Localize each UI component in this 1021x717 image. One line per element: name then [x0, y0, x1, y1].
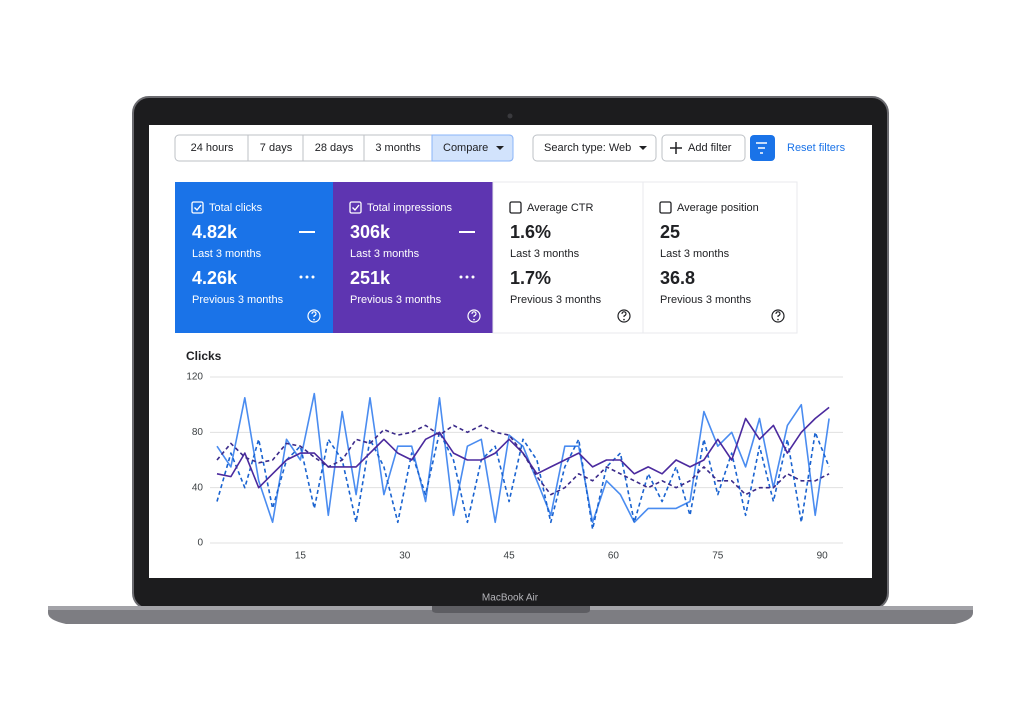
check-mark: [194, 204, 202, 212]
checkbox: [659, 201, 672, 214]
card-period: Last 3 months: [192, 248, 262, 260]
y-tick-label: 40: [192, 482, 204, 493]
card-value: 4.82k: [192, 222, 238, 242]
caret: [496, 146, 504, 150]
card-label: Average CTR: [527, 202, 593, 214]
card[interactable]: [492, 181, 644, 334]
add-filter-label[interactable]: Add filter: [688, 142, 732, 154]
base: [48, 606, 973, 624]
chart: 0 40 80 120 15 30 45 60 75 90: [186, 372, 843, 562]
card-prev-period: Previous 3 months: [192, 294, 284, 306]
help-glyph: [471, 311, 477, 317]
card-prev-value: 251k: [350, 268, 391, 288]
series-line: [216, 392, 830, 524]
dotted-legend: [299, 275, 303, 279]
y-tick-label: 80: [192, 427, 204, 438]
help-dot: [473, 318, 475, 321]
x-tick-label: 45: [504, 551, 516, 562]
dotted-legend: [471, 275, 475, 279]
plus-icon: [670, 142, 682, 154]
compare-button[interactable]: Compare: [443, 142, 488, 154]
card-value: 1.6%: [510, 222, 551, 242]
help-glyph: [775, 311, 781, 317]
checkbox: [509, 201, 522, 214]
help-dot: [777, 318, 779, 321]
card[interactable]: [333, 182, 493, 333]
help-icon: [467, 309, 481, 323]
checkbox: [349, 201, 362, 214]
dotted-legend: [305, 275, 309, 279]
series-line: [216, 431, 830, 530]
filter-icon: [756, 142, 767, 154]
card-label: Average position: [677, 202, 759, 214]
card[interactable]: [642, 181, 798, 334]
help-icon: [617, 309, 631, 323]
x-tick-label: 15: [295, 551, 307, 562]
checkbox: [191, 201, 204, 214]
notch: [432, 606, 590, 613]
card[interactable]: [175, 182, 333, 333]
card-prev-period: Previous 3 months: [510, 294, 602, 306]
dotted-legend: [459, 275, 463, 279]
card-prev-value: 4.26k: [192, 268, 238, 288]
dotted-legend: [311, 275, 315, 279]
search-type-label[interactable]: Search type: Web: [544, 142, 631, 154]
card-period: Last 3 months: [510, 248, 580, 260]
check-mark: [352, 204, 360, 212]
reset-filters[interactable]: Reset filters: [787, 142, 846, 154]
dotted-legend: [465, 275, 469, 279]
help-glyph: [311, 311, 317, 317]
y-tick-label: 120: [186, 372, 203, 383]
x-tick-label: 75: [712, 551, 724, 562]
card-label: Total clicks: [209, 202, 263, 214]
card-label: Total impressions: [367, 202, 452, 214]
cards: Total clicks 4.82k Last 3 months 4.26k Previ…: [191, 201, 785, 323]
card-prev-period: Previous 3 months: [350, 294, 442, 306]
range-button[interactable]: 28 days: [315, 142, 354, 154]
chart-title: Clicks: [186, 349, 222, 363]
series-line: [216, 406, 830, 489]
help-icon: [307, 309, 321, 323]
range-button[interactable]: 7 days: [260, 142, 293, 154]
card-value: 25: [660, 222, 680, 242]
card-prev-value: 36.8: [660, 268, 695, 288]
caret: [639, 146, 647, 150]
help-dot: [623, 318, 625, 321]
card-prev-period: Previous 3 months: [660, 294, 752, 306]
help-icon: [771, 309, 785, 323]
help-glyph: [621, 311, 627, 317]
add-filter-button[interactable]: [661, 134, 746, 162]
x-tick-label: 60: [608, 551, 620, 562]
x-tick-label: 90: [817, 551, 829, 562]
range-button[interactable]: 24 hours: [191, 142, 234, 154]
card-prev-value: 1.7%: [510, 268, 551, 288]
device-label: MacBook Air: [482, 593, 539, 604]
y-tick-label: 0: [197, 538, 203, 549]
range-button[interactable]: 3 months: [375, 142, 421, 154]
range-group: 24 hours 7 days 28 days 3 months Compare: [174, 134, 514, 162]
help-dot: [313, 318, 315, 321]
card-period: Last 3 months: [350, 248, 420, 260]
compare-bg: [431, 134, 514, 162]
card-value: 306k: [350, 222, 391, 242]
search-type-button[interactable]: [532, 134, 657, 162]
card-period: Last 3 months: [660, 248, 730, 260]
series-line: [216, 424, 830, 496]
camera: [507, 113, 513, 119]
x-tick-label: 30: [399, 551, 411, 562]
